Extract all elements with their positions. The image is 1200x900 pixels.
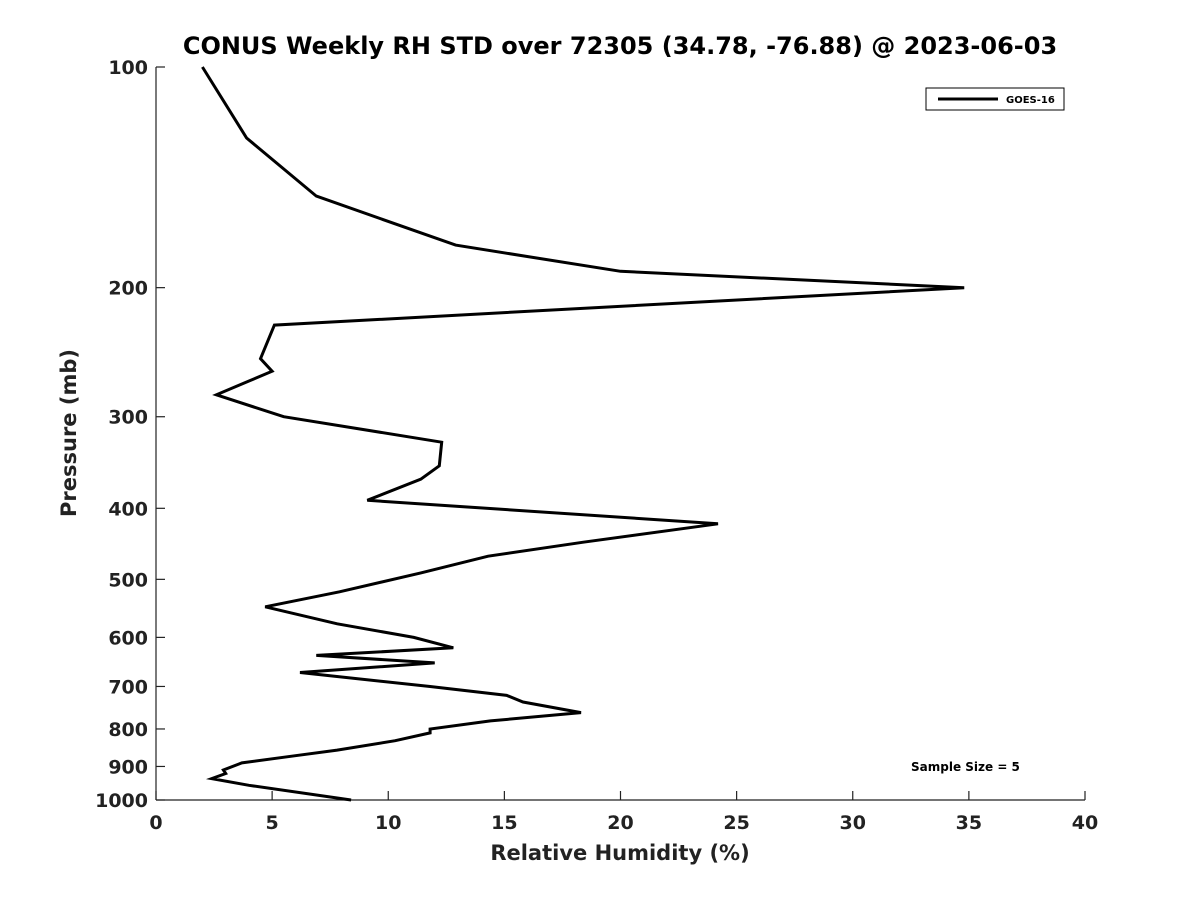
- y-tick-label: 600: [108, 627, 148, 649]
- x-tick-label: 0: [149, 812, 162, 834]
- y-tick-label: 200: [108, 278, 148, 300]
- x-tick-label: 35: [956, 812, 982, 834]
- x-tick-label: 15: [491, 812, 517, 834]
- x-tick-label: 25: [723, 812, 749, 834]
- plot-area: 0 5 10 15 20 25 30 35 40 100 200 300 400 500 600 700 80…: [95, 57, 1098, 834]
- legend: GOES-16: [925, 87, 1065, 111]
- y-axis-ticks: 100 200 300 400 500 600 700 800 900 1000: [95, 57, 165, 812]
- y-tick-label: 700: [108, 676, 148, 698]
- x-tick-label: 5: [266, 812, 279, 834]
- y-tick-label: 100: [108, 57, 148, 79]
- series-layer: [201, 66, 965, 802]
- y-tick-label: 300: [108, 407, 148, 429]
- chart-title: CONUS Weekly RH STD over 72305 (34.78, -…: [183, 32, 1057, 60]
- x-tick-label: 20: [607, 812, 633, 834]
- sample-size-annotation: Sample Size = 5: [911, 760, 1020, 774]
- x-tick-label: 30: [840, 812, 866, 834]
- x-tick-label: 10: [375, 812, 401, 834]
- x-axis-label: Relative Humidity (%): [490, 841, 749, 865]
- x-tick-label: 40: [1072, 812, 1098, 834]
- y-tick-label: 900: [108, 756, 148, 778]
- y-tick-label: 800: [108, 719, 148, 741]
- plot-frame-background: [156, 67, 1085, 800]
- y-tick-label: 500: [108, 569, 148, 591]
- y-tick-label: 1000: [95, 790, 148, 812]
- y-tick-label: 400: [108, 498, 148, 520]
- x-axis-ticks: 0 5 10 15 20 25 30 35 40: [149, 791, 1098, 834]
- series-line-goes-16: [201, 66, 965, 802]
- legend-label-goes-16: GOES-16: [1006, 95, 1055, 106]
- y-axis-label: Pressure (mb): [57, 349, 81, 517]
